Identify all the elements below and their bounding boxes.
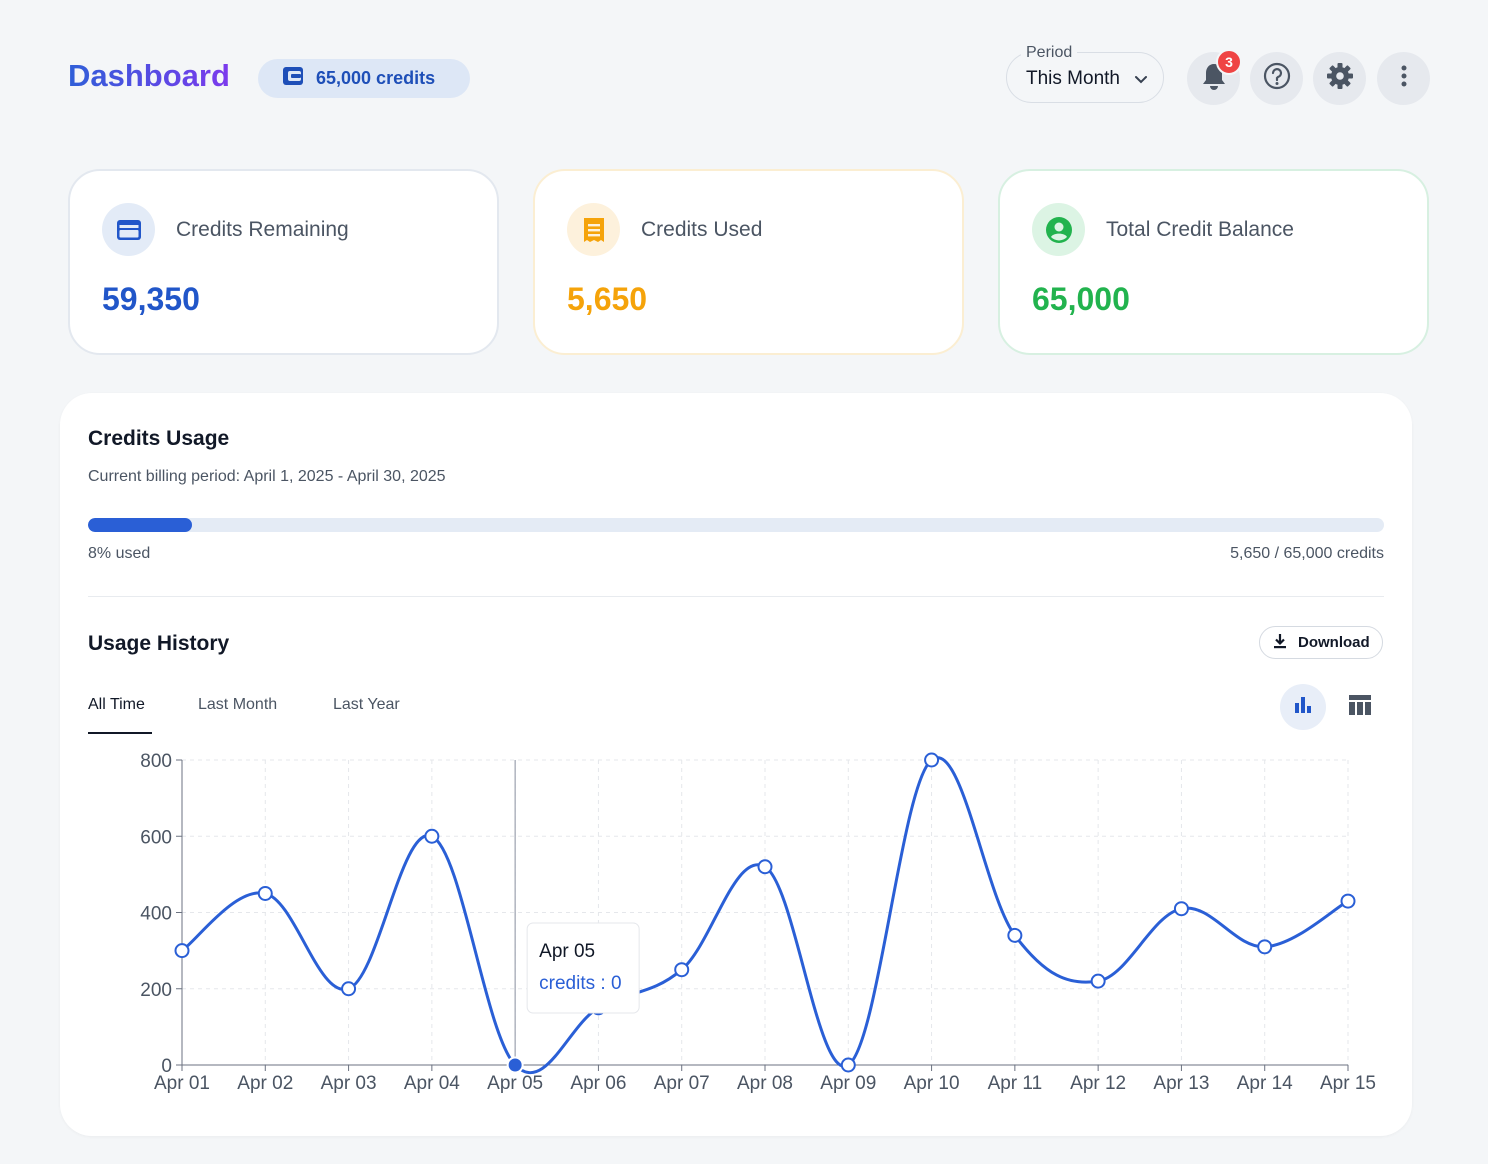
stat-label: Total Credit Balance xyxy=(1106,218,1294,241)
data-point xyxy=(341,981,357,997)
help-icon xyxy=(1263,62,1291,95)
used-total-label: 5,650 / 65,000 credits xyxy=(1230,545,1384,562)
x-tick-label: Apr 03 xyxy=(321,1073,377,1094)
download-button[interactable]: Download xyxy=(1259,626,1383,659)
data-point xyxy=(1257,939,1273,955)
x-tick-label: Apr 11 xyxy=(988,1073,1043,1094)
credits-chip-label: 65,000 credits xyxy=(316,68,436,88)
y-tick-label: 400 xyxy=(140,904,172,925)
x-tick-label: Apr 01 xyxy=(154,1073,210,1094)
x-tick-label: Apr 15 xyxy=(1320,1073,1376,1094)
x-tick-label: Apr 05 xyxy=(487,1073,543,1094)
tooltip-value: credits : 0 xyxy=(539,973,621,994)
x-tick-label: Apr 14 xyxy=(1237,1073,1293,1094)
billing-period-text: Current billing period: April 1, 2025 - … xyxy=(88,468,446,485)
notifications-button[interactable]: 3 xyxy=(1187,49,1242,105)
data-point-active xyxy=(506,1056,524,1074)
data-point xyxy=(1173,901,1189,917)
bar-chart-icon xyxy=(1293,695,1313,720)
period-select[interactable]: Period This Month xyxy=(1006,44,1164,103)
x-tick-label: Apr 09 xyxy=(820,1073,876,1094)
period-value: This Month xyxy=(1026,68,1120,89)
stat-card-total-credit-balance: Total Credit Balance 65,000 xyxy=(998,169,1429,355)
tab-last-month[interactable]: Last Month xyxy=(198,696,278,713)
x-tick-label: Apr 10 xyxy=(904,1073,960,1094)
tooltip-date: Apr 05 xyxy=(539,941,595,962)
download-label: Download xyxy=(1298,634,1370,651)
credit-card-icon xyxy=(102,203,155,256)
stat-card-credits-used: Credits Used 5,650 xyxy=(533,169,964,355)
help-button[interactable] xyxy=(1250,52,1303,105)
usage-history-chart[interactable]: 0 200 400 600 800 Apr 01 Apr 02 Apr 03 Apr 04 Apr… xyxy=(60,743,1412,1103)
data-point xyxy=(840,1057,856,1073)
data-point xyxy=(1340,893,1356,909)
credits-usage-card: Credits Usage Current billing period: Ap… xyxy=(60,393,1412,1136)
period-label: Period xyxy=(1021,44,1078,62)
wallet-icon xyxy=(282,66,304,91)
y-tick-label: 600 xyxy=(140,827,172,848)
more-button[interactable] xyxy=(1377,52,1430,105)
y-tick-label: 800 xyxy=(140,751,172,772)
page-title: Dashboard xyxy=(68,58,230,93)
receipt-icon xyxy=(567,203,620,256)
data-point xyxy=(1007,927,1023,943)
x-tick-label: Apr 06 xyxy=(570,1073,626,1094)
divider xyxy=(88,596,1384,597)
table-view-button[interactable] xyxy=(1337,684,1383,730)
gear-icon xyxy=(1326,62,1354,95)
tab-all-time[interactable]: All Time xyxy=(88,696,145,713)
data-point xyxy=(674,962,690,978)
usage-history-title: Usage History xyxy=(88,632,230,655)
data-point xyxy=(174,943,190,959)
stat-label: Credits Used xyxy=(641,218,763,241)
chart-view-button[interactable] xyxy=(1280,684,1326,730)
tab-last-year[interactable]: Last Year xyxy=(333,696,400,713)
data-point xyxy=(924,752,940,768)
settings-button[interactable] xyxy=(1313,52,1366,105)
x-tick-label: Apr 08 xyxy=(737,1073,793,1094)
stat-label: Credits Remaining xyxy=(176,218,349,241)
data-point xyxy=(1090,973,1106,989)
data-point xyxy=(257,885,273,901)
y-tick-label: 0 xyxy=(161,1056,172,1077)
x-tick-label: Apr 12 xyxy=(1070,1073,1126,1094)
x-tick-label: Apr 04 xyxy=(404,1073,460,1094)
x-tick-label: Apr 13 xyxy=(1153,1073,1209,1094)
stat-value: 5,650 xyxy=(567,281,648,317)
table-icon xyxy=(1348,694,1372,721)
x-tick-label: Apr 02 xyxy=(237,1073,293,1094)
stat-value: 59,350 xyxy=(102,281,200,317)
usage-progress-bar xyxy=(88,518,1384,532)
header: Dashboard 65,000 credits Period This Mon… xyxy=(0,0,1488,150)
y-tick-label: 200 xyxy=(140,980,172,1001)
data-point xyxy=(424,828,440,844)
download-icon xyxy=(1272,633,1288,653)
account-circle-icon xyxy=(1032,203,1085,256)
stat-card-credits-remaining: Credits Remaining 59,350 xyxy=(68,169,499,355)
data-point xyxy=(757,859,773,875)
notification-badge: 3 xyxy=(1216,49,1242,75)
stat-value: 65,000 xyxy=(1032,281,1130,317)
more-vertical-icon xyxy=(1400,64,1408,93)
chart-tooltip: Apr 05 credits : 0 xyxy=(526,922,640,1014)
chevron-down-icon xyxy=(1133,71,1149,92)
active-tab-indicator xyxy=(88,732,152,734)
credits-chip[interactable]: 65,000 credits xyxy=(258,59,470,98)
x-tick-label: Apr 07 xyxy=(654,1073,710,1094)
usage-progress-fill xyxy=(88,518,192,532)
credits-usage-title: Credits Usage xyxy=(88,427,230,450)
used-percent-label: 8% used xyxy=(88,545,151,562)
